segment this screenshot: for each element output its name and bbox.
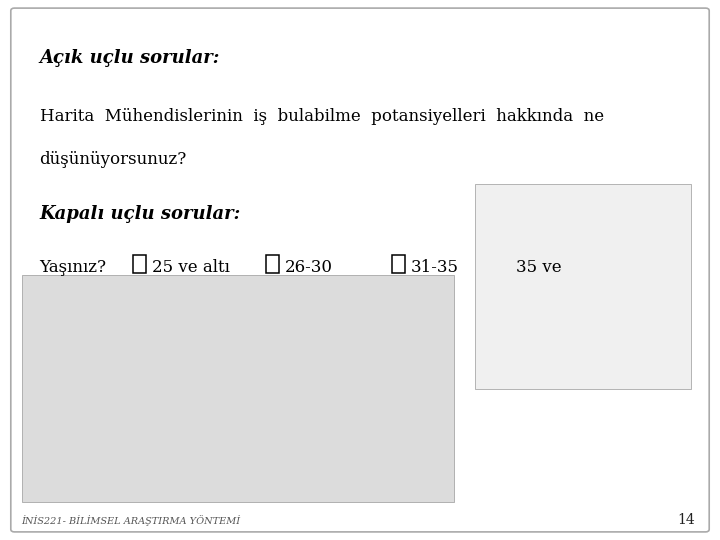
Bar bbox=[392, 255, 405, 273]
Text: Açık uçlu sorular:: Açık uçlu sorular: bbox=[40, 49, 220, 66]
Text: Yaşınız?: Yaşınız? bbox=[40, 259, 107, 276]
Bar bbox=[133, 255, 146, 273]
Bar bbox=[22, 275, 454, 502]
FancyBboxPatch shape bbox=[11, 8, 709, 532]
Text: Kapalı uçlu sorular:: Kapalı uçlu sorular: bbox=[40, 205, 241, 223]
Text: 14: 14 bbox=[677, 512, 695, 526]
Text: düşünüyorsunuz?: düşünüyorsunuz? bbox=[40, 151, 187, 168]
Text: 31-35: 31-35 bbox=[411, 259, 459, 276]
Text: 35 ve: 35 ve bbox=[516, 259, 561, 276]
Text: Harita  Mühendislerinin  iş  bulabilme  potansiyelleri  hakkında  ne: Harita Mühendislerinin iş bulabilme pota… bbox=[40, 108, 604, 125]
Text: 25 ve altı: 25 ve altı bbox=[152, 259, 230, 276]
Bar bbox=[266, 255, 279, 273]
Bar bbox=[475, 184, 691, 389]
Bar bbox=[497, 255, 510, 273]
Text: İNİS221- BİLİMSEL ARAŞTIRMA YÖNTEMİ: İNİS221- BİLİMSEL ARAŞTIRMA YÖNTEMİ bbox=[22, 516, 240, 526]
Text: 26-30: 26-30 bbox=[285, 259, 333, 276]
